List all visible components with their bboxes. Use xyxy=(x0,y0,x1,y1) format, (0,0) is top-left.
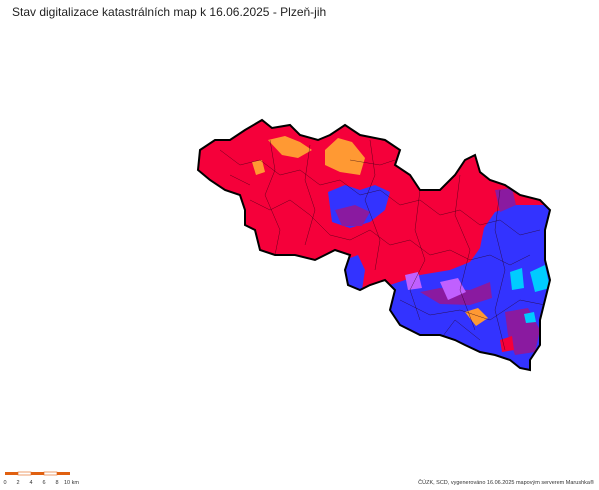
region-purple xyxy=(495,188,516,212)
scale-label: 6 xyxy=(42,480,45,486)
region-cyan xyxy=(510,268,524,290)
scale-label: 10 km xyxy=(64,480,79,486)
scale-segment xyxy=(43,471,58,476)
scale-label: 8 xyxy=(55,480,58,486)
municipality-borders xyxy=(219,139,546,351)
region-purple xyxy=(335,205,370,226)
map-title: Stav digitalizace katastrálních map k 16… xyxy=(12,5,326,19)
scale-label: 4 xyxy=(29,480,32,486)
region-orange xyxy=(325,138,365,175)
scale-segment xyxy=(57,472,70,475)
credit: ČÚZK, SCD, vygenerováno 16.06.2025 mapov… xyxy=(418,479,594,486)
scale-label: 0 xyxy=(3,480,6,486)
scale-segment xyxy=(17,471,32,476)
region-cyan xyxy=(530,265,550,292)
scale-segment xyxy=(31,472,44,475)
scale-segment xyxy=(5,472,18,475)
region-blue xyxy=(345,255,365,290)
scale-label: 2 xyxy=(16,480,19,486)
region-violet xyxy=(440,278,466,300)
region-cyan xyxy=(524,312,536,323)
scale-bar: 0 2 4 6 8 10 km xyxy=(3,471,79,486)
region-orange xyxy=(252,160,265,175)
district-map xyxy=(198,120,550,370)
region-violet xyxy=(405,272,422,290)
region-red xyxy=(500,336,514,352)
region-orange xyxy=(465,308,488,326)
region-orange xyxy=(268,136,312,158)
